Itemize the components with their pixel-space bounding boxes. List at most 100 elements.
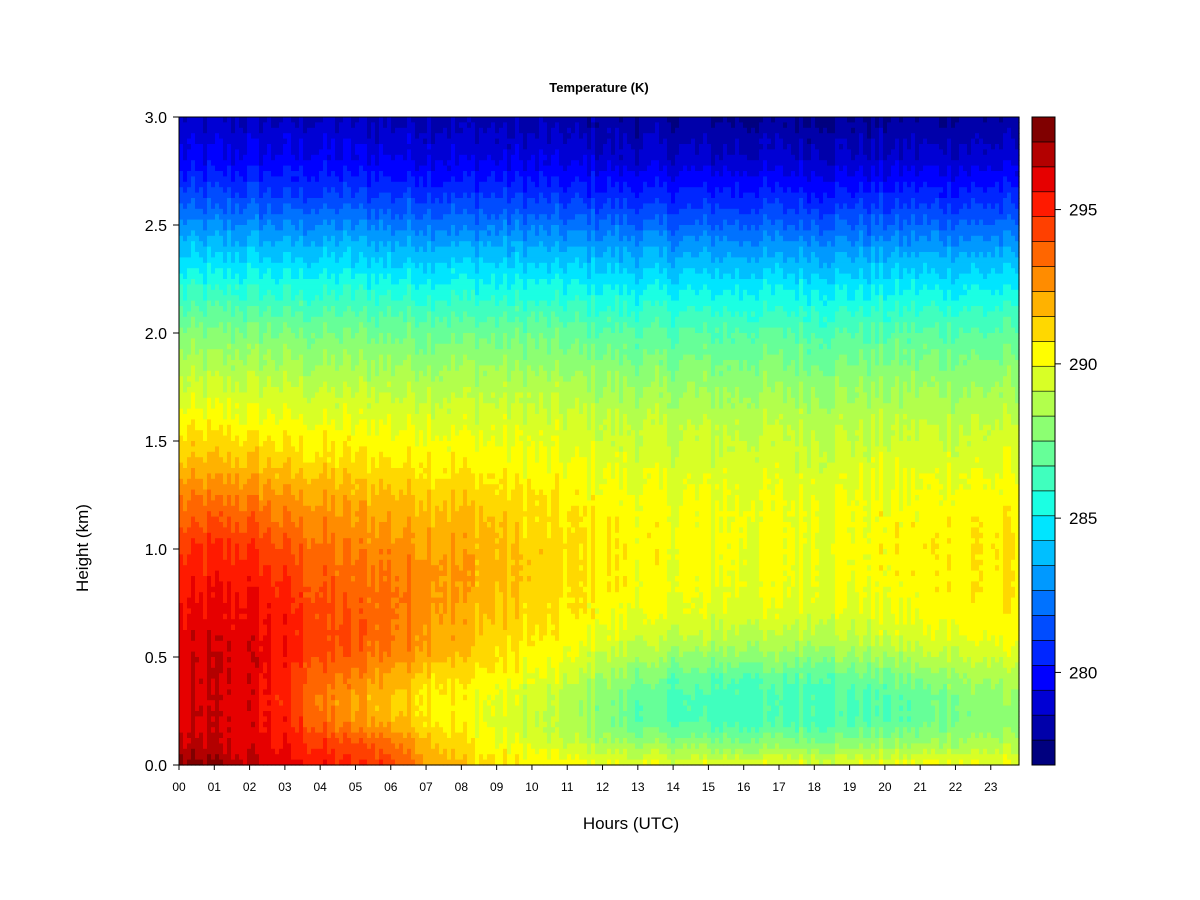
heatmap-cell bbox=[255, 344, 260, 350]
heatmap-cell bbox=[327, 230, 332, 236]
heatmap-cell bbox=[179, 414, 184, 420]
heatmap-cell bbox=[295, 355, 300, 361]
heatmap-cell bbox=[287, 214, 292, 220]
heatmap-cell bbox=[323, 252, 328, 258]
heatmap-cell bbox=[215, 409, 220, 415]
heatmap-cell bbox=[195, 284, 200, 290]
heatmap-cell bbox=[279, 268, 284, 274]
heatmap-cell bbox=[323, 727, 328, 733]
heatmap-cell bbox=[307, 338, 312, 344]
heatmap-cell bbox=[299, 716, 304, 722]
heatmap-cell bbox=[203, 463, 208, 469]
heatmap-cell bbox=[235, 241, 240, 247]
heatmap-cell bbox=[275, 722, 280, 728]
heatmap-cell bbox=[311, 225, 316, 231]
heatmap-cell bbox=[279, 711, 284, 717]
heatmap-cell bbox=[331, 149, 336, 155]
heatmap-cell bbox=[215, 484, 220, 490]
heatmap-cell bbox=[291, 230, 296, 236]
heatmap-cell bbox=[191, 635, 196, 641]
heatmap-cell bbox=[239, 484, 244, 490]
heatmap-cell bbox=[271, 517, 276, 523]
heatmap-cell bbox=[299, 382, 304, 388]
heatmap-cell bbox=[247, 230, 252, 236]
heatmap-cell bbox=[223, 619, 228, 625]
heatmap-cell bbox=[191, 436, 196, 442]
heatmap-cell bbox=[223, 365, 228, 371]
heatmap-cell bbox=[259, 155, 264, 161]
heatmap-cell bbox=[231, 695, 236, 701]
heatmap-cell bbox=[191, 398, 196, 404]
heatmap-cell bbox=[239, 608, 244, 614]
heatmap-cell bbox=[283, 608, 288, 614]
heatmap-cell bbox=[315, 274, 320, 280]
heatmap-cell bbox=[247, 711, 252, 717]
heatmap-cell bbox=[207, 511, 212, 517]
heatmap-cell bbox=[219, 684, 224, 690]
heatmap-cell bbox=[215, 425, 220, 431]
heatmap-cell bbox=[187, 576, 192, 582]
heatmap-cell bbox=[251, 479, 256, 485]
heatmap-cell bbox=[319, 484, 324, 490]
heatmap-cell bbox=[323, 592, 328, 598]
heatmap-cell bbox=[299, 652, 304, 658]
heatmap-cell bbox=[199, 673, 204, 679]
heatmap-cell bbox=[263, 527, 268, 533]
heatmap-cell bbox=[271, 571, 276, 577]
heatmap-cell bbox=[311, 403, 316, 409]
heatmap-cell bbox=[223, 733, 228, 739]
heatmap-cell bbox=[299, 506, 304, 512]
heatmap-cell bbox=[259, 533, 264, 539]
heatmap-cell bbox=[219, 716, 224, 722]
heatmap-cell bbox=[203, 220, 208, 226]
heatmap-cell bbox=[303, 716, 308, 722]
heatmap-cell bbox=[339, 371, 344, 377]
heatmap-cell bbox=[223, 295, 228, 301]
heatmap-cell bbox=[311, 252, 316, 258]
heatmap-cell bbox=[295, 382, 300, 388]
heatmap-cell bbox=[207, 646, 212, 652]
heatmap-cell bbox=[315, 630, 320, 636]
heatmap-cell bbox=[199, 425, 204, 431]
heatmap-cell bbox=[239, 392, 244, 398]
heatmap-cell bbox=[183, 673, 188, 679]
heatmap-cell bbox=[243, 479, 248, 485]
heatmap-cell bbox=[271, 479, 276, 485]
heatmap-cell bbox=[231, 425, 236, 431]
heatmap-cell bbox=[271, 398, 276, 404]
heatmap-cell bbox=[199, 295, 204, 301]
heatmap-cell bbox=[323, 538, 328, 544]
heatmap-cell bbox=[247, 527, 252, 533]
heatmap-cell bbox=[339, 398, 344, 404]
heatmap-cell bbox=[255, 625, 260, 631]
heatmap-cell bbox=[335, 560, 340, 566]
heatmap-cell bbox=[203, 527, 208, 533]
heatmap-cell bbox=[283, 306, 288, 312]
heatmap-cell bbox=[231, 155, 236, 161]
heatmap-cell bbox=[183, 468, 188, 474]
heatmap-cell bbox=[331, 236, 336, 242]
heatmap-cell bbox=[203, 187, 208, 193]
heatmap-cell bbox=[255, 349, 260, 355]
heatmap-cell bbox=[219, 630, 224, 636]
heatmap-cell bbox=[327, 625, 332, 631]
heatmap-cell bbox=[339, 571, 344, 577]
heatmap-cell bbox=[211, 419, 216, 425]
heatmap-cell bbox=[187, 225, 192, 231]
heatmap-cell bbox=[311, 527, 316, 533]
heatmap-cell bbox=[335, 414, 340, 420]
heatmap-cell bbox=[191, 587, 196, 593]
heatmap-cell bbox=[219, 749, 224, 755]
heatmap-cell bbox=[323, 533, 328, 539]
heatmap-cell bbox=[307, 225, 312, 231]
heatmap-cell bbox=[227, 679, 232, 685]
heatmap-cell bbox=[255, 749, 260, 755]
heatmap-cell bbox=[299, 571, 304, 577]
heatmap-cell bbox=[183, 403, 188, 409]
heatmap-cell bbox=[335, 295, 340, 301]
heatmap-cell bbox=[331, 517, 336, 523]
heatmap-cell bbox=[323, 603, 328, 609]
heatmap-cell bbox=[295, 139, 300, 145]
heatmap-cell bbox=[323, 635, 328, 641]
heatmap-cell bbox=[335, 668, 340, 674]
